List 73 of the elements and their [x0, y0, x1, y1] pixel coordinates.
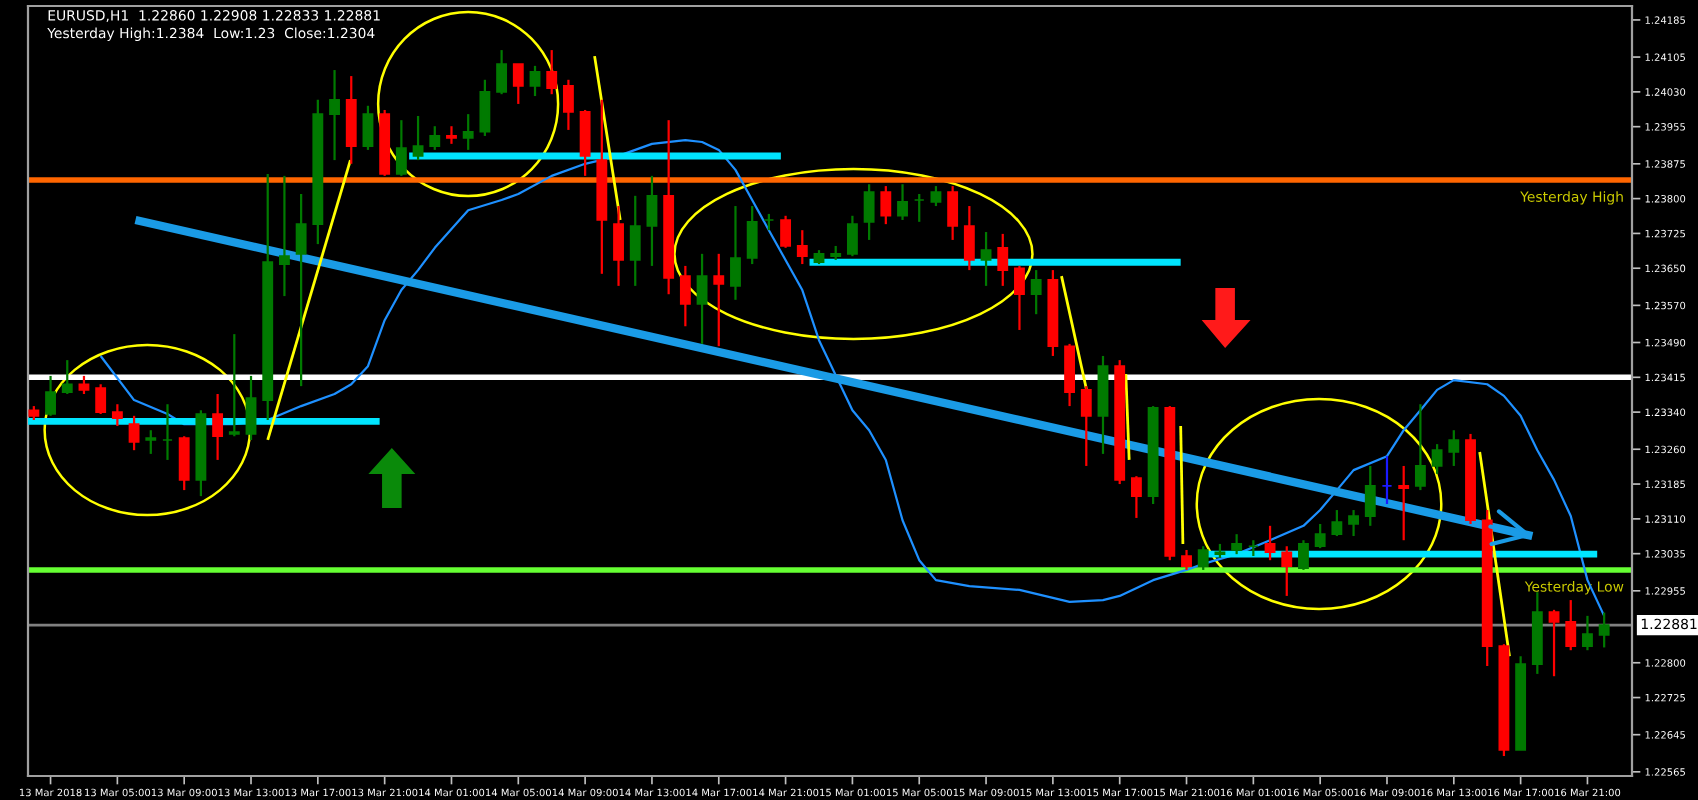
candlestick — [1548, 608, 1560, 678]
candlestick — [295, 192, 307, 388]
candlestick — [1181, 548, 1192, 572]
candlestick — [1582, 614, 1593, 652]
candlestick — [78, 374, 90, 396]
candlestick — [529, 64, 541, 98]
candlestick — [1080, 385, 1092, 468]
candlestick — [930, 184, 942, 208]
candlestick — [713, 252, 725, 348]
candlestick — [429, 125, 441, 151]
candlestick — [863, 183, 875, 242]
candlestick — [1565, 598, 1577, 652]
candlestick — [579, 108, 591, 177]
candlestick — [646, 174, 658, 268]
candlestick — [228, 333, 240, 438]
candlestick — [1264, 524, 1276, 562]
candlestick — [111, 403, 123, 428]
candlestick — [880, 184, 892, 226]
candlestick — [345, 74, 357, 165]
candlestick — [1281, 545, 1293, 598]
candlestick — [1014, 264, 1025, 332]
candlestick — [446, 125, 457, 145]
candlestick — [746, 204, 758, 266]
candlestick — [1298, 539, 1309, 572]
candlestick — [1030, 268, 1042, 316]
candlestick — [45, 374, 56, 417]
candlestick — [1348, 508, 1360, 538]
candlestick — [145, 429, 157, 455]
candlestick — [1398, 464, 1410, 542]
candlestick — [780, 214, 792, 249]
candlestick — [496, 48, 508, 96]
candlestick — [1381, 455, 1393, 506]
candlestick — [178, 435, 190, 492]
candlestick — [963, 204, 975, 272]
candlestick — [329, 68, 340, 162]
candlestick — [947, 184, 959, 242]
candlestick — [629, 194, 641, 287]
candlestick — [796, 229, 808, 266]
candlestick — [997, 232, 1009, 287]
candlestick — [412, 114, 424, 162]
candlestick — [1448, 429, 1460, 468]
candlestick — [61, 359, 73, 396]
candlestick — [679, 264, 691, 328]
candlestick — [696, 252, 708, 345]
candlestick — [613, 204, 624, 287]
candlestick — [362, 104, 374, 151]
candlestick — [395, 119, 407, 177]
candlestick — [95, 383, 107, 416]
candlestick — [980, 230, 992, 287]
candlestick — [1331, 508, 1343, 538]
candlestick — [730, 204, 741, 301]
candlestick — [897, 183, 908, 222]
candlestick — [1197, 545, 1209, 572]
candlestick — [1431, 443, 1443, 475]
candlestick — [212, 392, 224, 462]
candlestick — [846, 214, 858, 258]
candlestick — [462, 113, 474, 151]
candlestick — [162, 403, 173, 462]
candlestick — [1598, 611, 1610, 649]
candlestick — [1064, 342, 1076, 408]
candlestick — [562, 78, 574, 132]
candlestick — [128, 414, 140, 452]
candlestick — [1130, 475, 1142, 520]
candlestick — [913, 192, 925, 223]
candlestick — [546, 48, 558, 96]
candlestick — [278, 174, 290, 298]
candlestick — [245, 374, 257, 442]
candlestick — [1231, 533, 1243, 556]
candlestick — [479, 78, 491, 138]
candlestick — [1364, 464, 1376, 527]
candlestick — [1314, 522, 1326, 550]
candlestick — [512, 62, 524, 106]
candlestick — [1414, 403, 1426, 492]
